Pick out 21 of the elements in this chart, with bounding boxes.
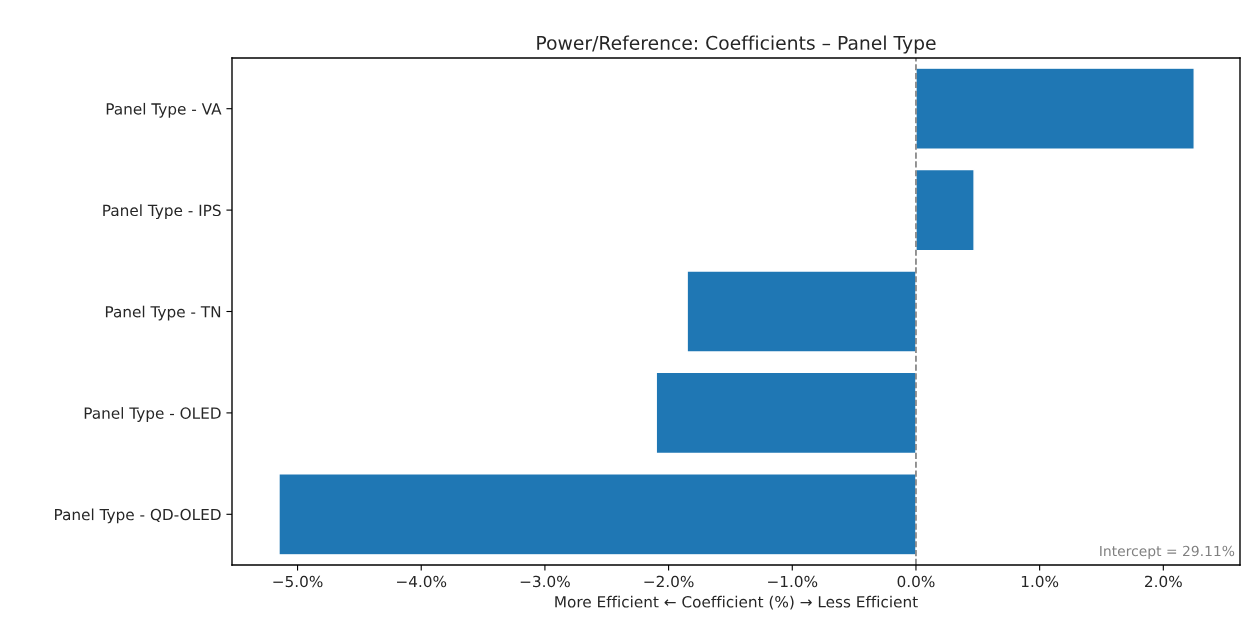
- bar: [915, 67, 1195, 150]
- x-axis-title: More Efficient ← Coefficient (%) → Less Efficient: [555, 595, 918, 610]
- x-tick-label: 0.0%: [897, 575, 935, 588]
- x-tick-label: −3.0%: [520, 575, 570, 588]
- bar: [686, 270, 917, 353]
- x-tick-label: −2.0%: [644, 575, 694, 588]
- y-tick-label: Panel Type - OLED: [84, 407, 221, 422]
- chart-title: Power/Reference: Coefficients – Panel Type: [537, 35, 936, 54]
- y-tick-label: Panel Type - QD-OLED: [55, 508, 221, 524]
- bar: [915, 168, 975, 252]
- x-tick-label: −1.0%: [768, 575, 818, 588]
- annotation: Intercept = 29.11%: [1100, 545, 1235, 559]
- x-tick-label: −5.0%: [273, 575, 323, 588]
- bar: [278, 473, 917, 556]
- x-tick-label: 1.0%: [1021, 575, 1059, 588]
- bar: [655, 371, 917, 455]
- y-tick-label: Panel Type - IPS: [103, 204, 221, 220]
- x-tick-label: 2.0%: [1145, 575, 1182, 588]
- y-tick-label: Panel Type - VA: [106, 102, 222, 118]
- x-tick-label: −4.0%: [397, 575, 447, 588]
- y-tick-label: Panel Type - TN: [105, 305, 221, 321]
